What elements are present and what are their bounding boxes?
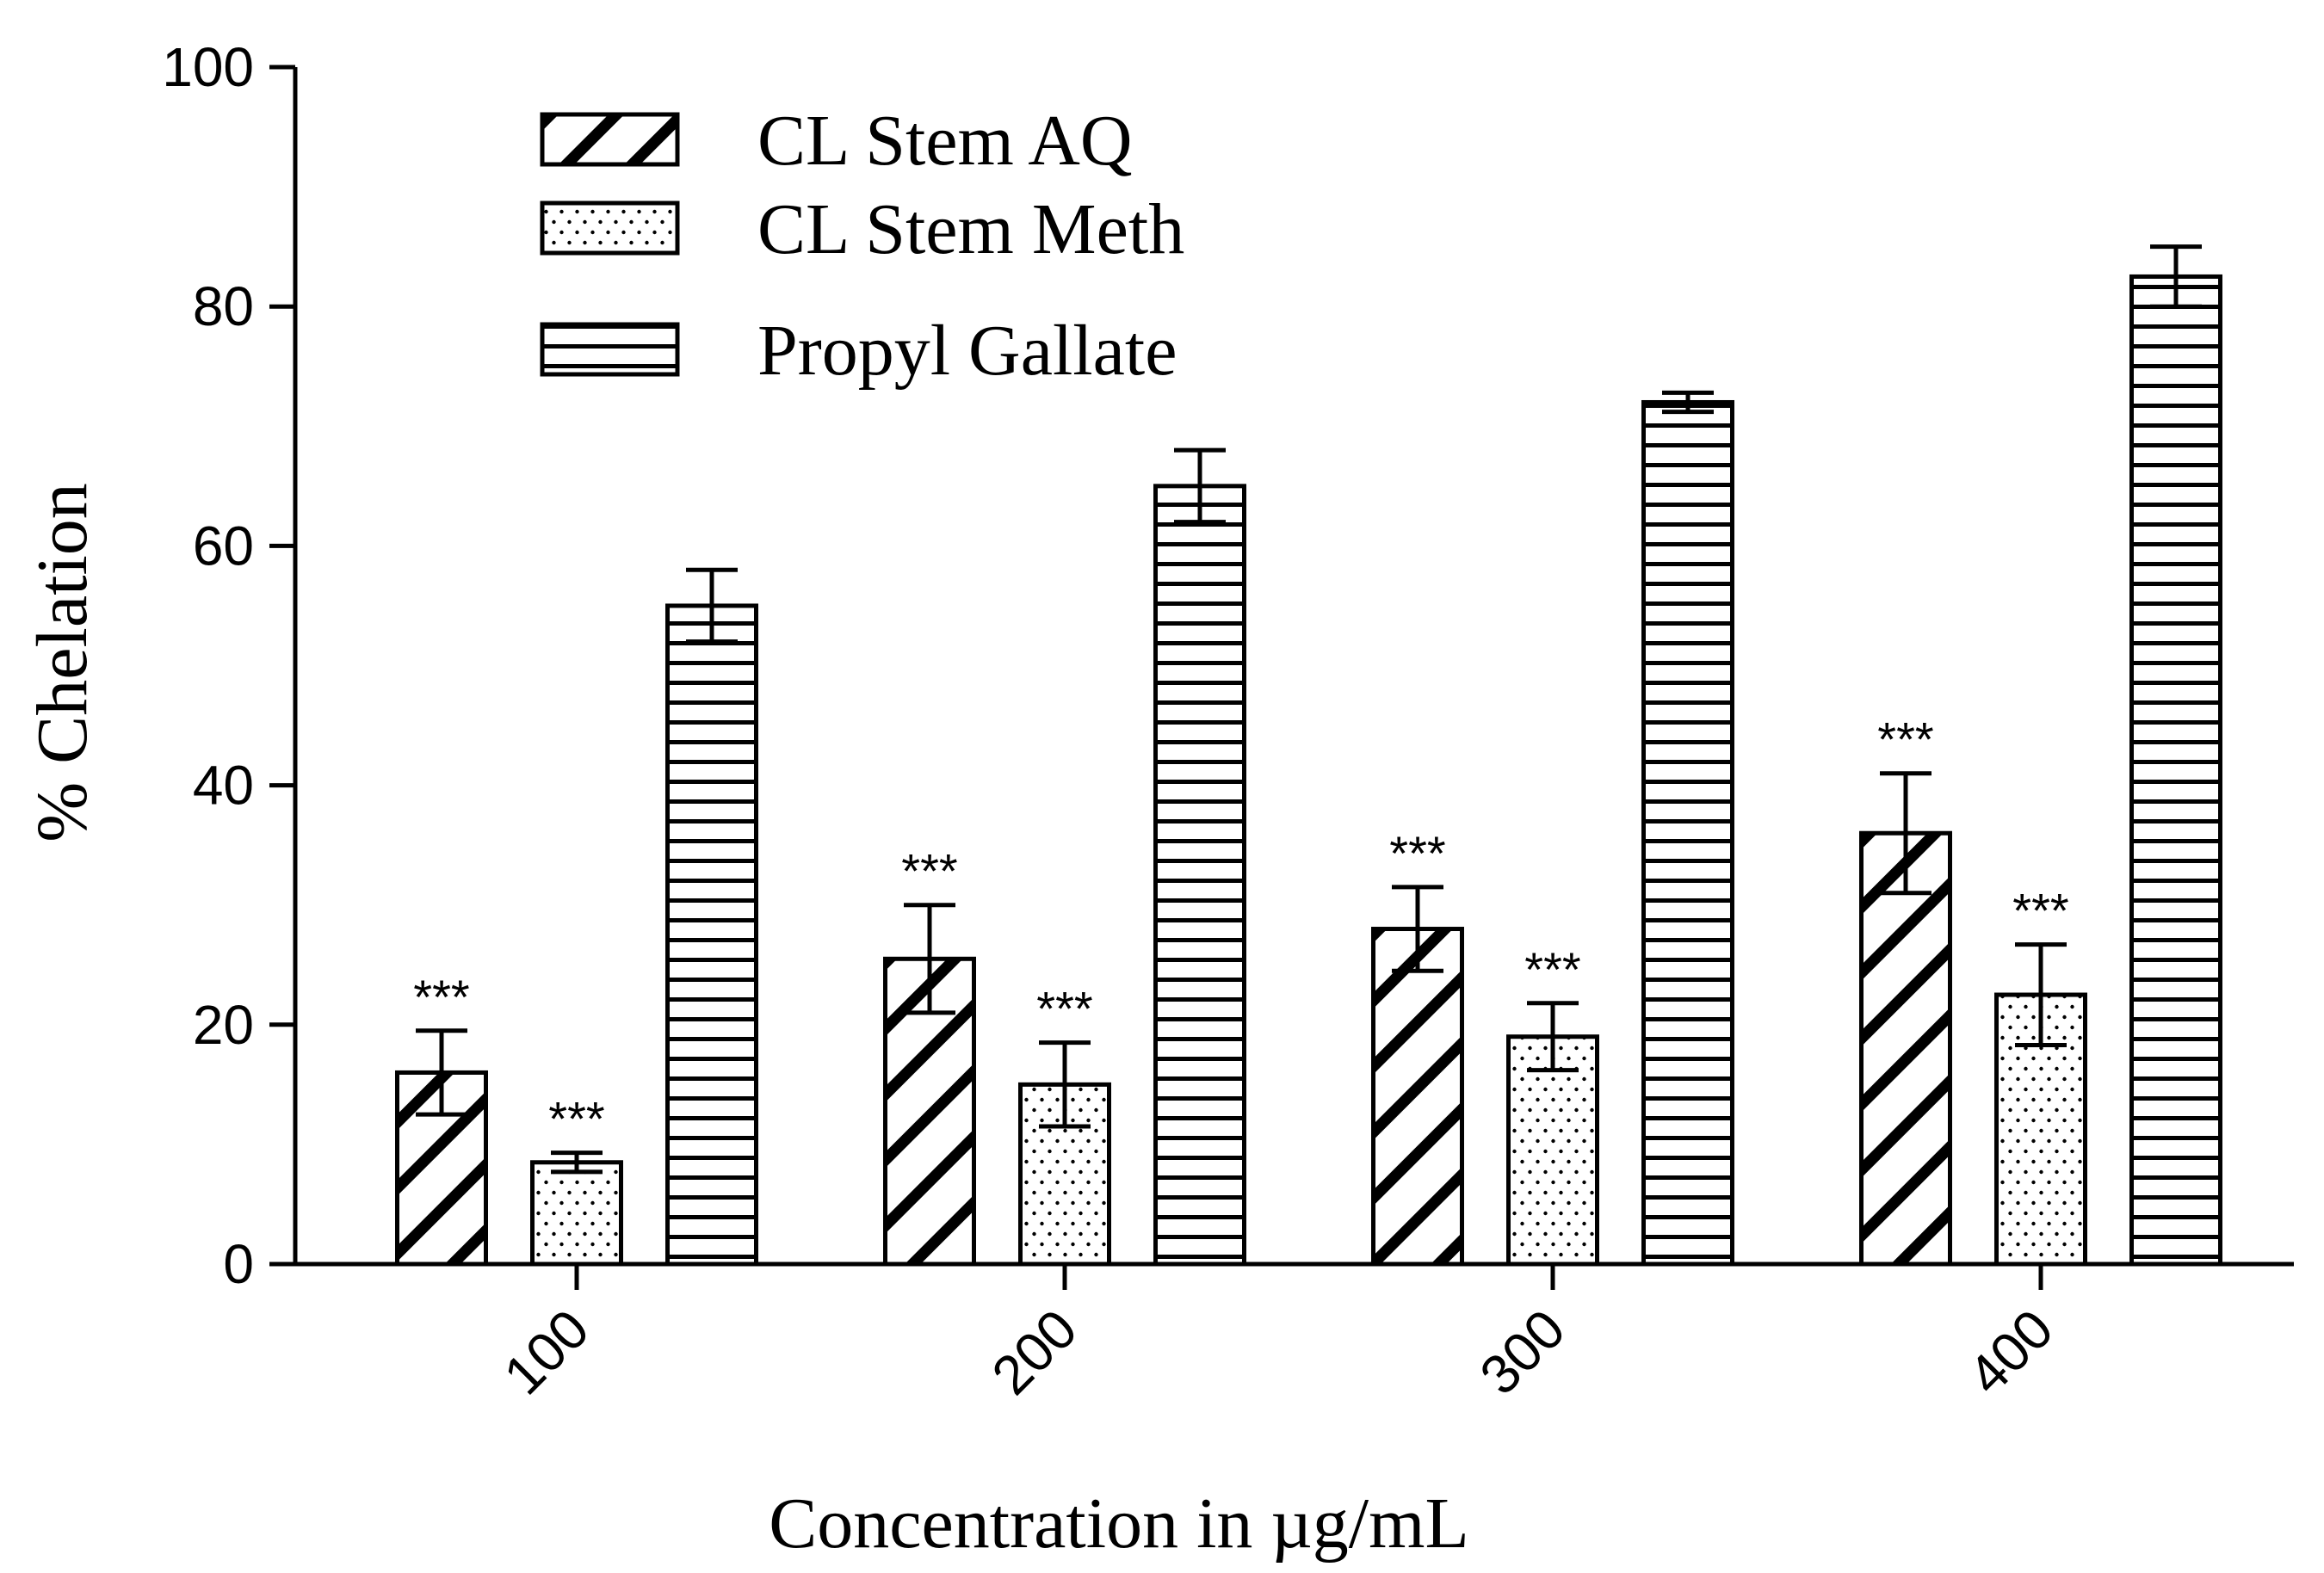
legend-item-cl-stem-aq: CL Stem AQ — [540, 101, 1133, 181]
y-axis-title: % Chelation — [22, 483, 102, 842]
bar-propyl-gallate-400 — [2129, 274, 2222, 1267]
y-axis: 0 20 40 60 80 100 — [162, 36, 298, 1295]
bar-cl-stem-meth-100 — [530, 1160, 623, 1267]
error-bar — [686, 567, 738, 645]
significance-label: *** — [413, 970, 469, 1024]
significance-label: *** — [1524, 942, 1580, 996]
error-bar — [1662, 390, 1714, 415]
error-bar — [2015, 942, 2067, 1047]
bar-propyl-gallate-200 — [1153, 484, 1246, 1267]
legend-label: CL Stem Meth — [757, 189, 1184, 269]
error-bar — [1527, 1001, 1579, 1073]
x-axis: 100 200 300 400 — [295, 1261, 2294, 1406]
legend-item-propyl-gallate: Propyl Gallate — [540, 311, 1177, 391]
x-tick-label: 300 — [1468, 1298, 1576, 1406]
bar-cl-stem-meth-300 — [1506, 1034, 1599, 1267]
error-bar — [1174, 447, 1226, 525]
y-tick-label: 40 — [193, 755, 254, 817]
error-bar — [2150, 244, 2202, 309]
bars: *** *** *** *** *** *** *** *** — [395, 244, 2222, 1267]
significance-label: *** — [548, 1092, 604, 1146]
significance-label: *** — [1036, 982, 1092, 1036]
bar-cl-stem-aq-300 — [1371, 927, 1464, 1267]
y-tick-label: 80 — [193, 275, 254, 337]
bar-propyl-gallate-100 — [665, 603, 758, 1267]
legend-label: Propyl Gallate — [757, 311, 1177, 391]
error-bar — [551, 1150, 603, 1175]
error-bar — [1039, 1040, 1091, 1129]
y-tick-label: 60 — [193, 515, 254, 577]
significance-label: *** — [1877, 712, 1933, 767]
bar-cl-stem-aq-400 — [1859, 830, 1952, 1267]
legend-swatch — [540, 112, 680, 167]
legend-item-cl-stem-meth: CL Stem Meth — [540, 189, 1184, 269]
significance-label: *** — [2012, 884, 2068, 938]
error-bar — [416, 1028, 467, 1117]
x-tick-label: 400 — [1956, 1298, 2064, 1406]
legend-label: CL Stem AQ — [757, 101, 1133, 181]
y-tick-label: 20 — [193, 994, 254, 1056]
legend-swatch — [540, 322, 680, 377]
significance-label: *** — [1389, 826, 1445, 880]
x-axis-title: Concentration in µg/mL — [769, 1484, 1469, 1564]
error-bar — [1880, 771, 1932, 896]
x-tick-label: 100 — [491, 1298, 600, 1406]
legend-swatch — [540, 200, 680, 256]
x-tick-label: 200 — [980, 1298, 1088, 1406]
significance-label: *** — [901, 844, 957, 898]
y-tick-label: 100 — [162, 36, 254, 98]
error-bar — [1392, 885, 1443, 973]
bar-propyl-gallate-300 — [1641, 399, 1734, 1267]
error-bar — [904, 903, 955, 1015]
y-tick-label: 0 — [223, 1233, 254, 1295]
